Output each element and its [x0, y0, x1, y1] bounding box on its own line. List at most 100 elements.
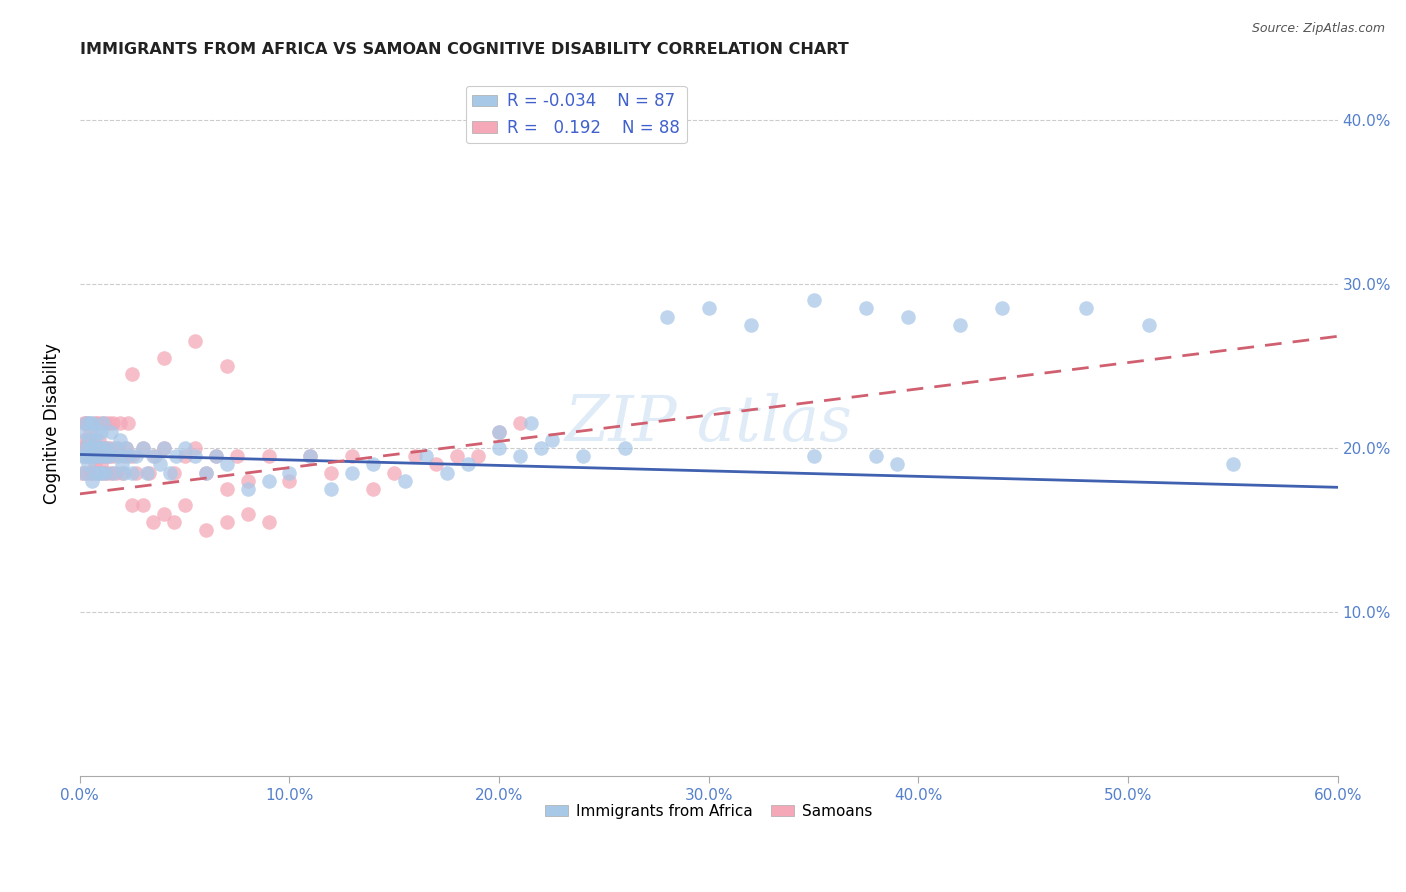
- Point: [98, 449, 121, 463]
- Point: [100, 466, 122, 480]
- Point: [236, 474, 259, 488]
- Point: [107, 441, 129, 455]
- Point: [77, 458, 100, 472]
- Point: [173, 499, 195, 513]
- Point: [87, 441, 110, 455]
- Point: [897, 310, 920, 324]
- Point: [91, 441, 114, 455]
- Point: [415, 449, 437, 463]
- Point: [103, 466, 125, 480]
- Point: [519, 417, 541, 431]
- Point: [90, 417, 112, 431]
- Point: [342, 449, 364, 463]
- Point: [1222, 458, 1244, 472]
- Point: [87, 466, 110, 480]
- Point: [103, 449, 125, 463]
- Point: [79, 441, 101, 455]
- Point: [194, 466, 217, 480]
- Point: [163, 466, 186, 480]
- Point: [100, 425, 122, 439]
- Point: [70, 441, 93, 455]
- Point: [173, 449, 195, 463]
- Point: [82, 449, 104, 463]
- Point: [79, 466, 101, 480]
- Point: [70, 466, 93, 480]
- Point: [90, 466, 112, 480]
- Point: [86, 441, 108, 455]
- Point: [94, 466, 117, 480]
- Y-axis label: Cognitive Disability: Cognitive Disability: [44, 343, 60, 504]
- Point: [115, 441, 138, 455]
- Point: [104, 441, 127, 455]
- Point: [75, 417, 97, 431]
- Point: [100, 441, 122, 455]
- Point: [83, 433, 105, 447]
- Point: [803, 449, 825, 463]
- Point: [488, 425, 510, 439]
- Point: [86, 417, 108, 431]
- Point: [404, 449, 426, 463]
- Point: [96, 441, 118, 455]
- Point: [697, 301, 720, 316]
- Point: [865, 449, 887, 463]
- Point: [136, 466, 159, 480]
- Point: [184, 441, 207, 455]
- Point: [112, 449, 135, 463]
- Point: [73, 433, 96, 447]
- Point: [226, 449, 249, 463]
- Point: [363, 458, 385, 472]
- Point: [82, 474, 104, 488]
- Point: [142, 449, 165, 463]
- Point: [740, 318, 762, 332]
- Point: [90, 441, 112, 455]
- Point: [87, 433, 110, 447]
- Point: [112, 466, 135, 480]
- Point: [159, 466, 181, 480]
- Point: [132, 499, 155, 513]
- Point: [77, 433, 100, 447]
- Point: [75, 466, 97, 480]
- Point: [342, 466, 364, 480]
- Point: [94, 449, 117, 463]
- Point: [98, 449, 121, 463]
- Point: [107, 449, 129, 463]
- Point: [394, 474, 416, 488]
- Point: [104, 466, 127, 480]
- Point: [83, 466, 105, 480]
- Point: [1074, 301, 1097, 316]
- Point: [121, 466, 143, 480]
- Point: [236, 507, 259, 521]
- Point: [278, 466, 301, 480]
- Point: [94, 417, 117, 431]
- Point: [194, 466, 217, 480]
- Text: IMMIGRANTS FROM AFRICA VS SAMOAN COGNITIVE DISABILITY CORRELATION CHART: IMMIGRANTS FROM AFRICA VS SAMOAN COGNITI…: [80, 42, 849, 57]
- Point: [163, 515, 186, 529]
- Point: [173, 441, 195, 455]
- Point: [886, 458, 908, 472]
- Point: [91, 441, 114, 455]
- Point: [83, 458, 105, 472]
- Point: [90, 449, 112, 463]
- Point: [83, 417, 105, 431]
- Point: [321, 482, 343, 496]
- Point: [949, 318, 972, 332]
- Point: [257, 449, 280, 463]
- Point: [86, 425, 108, 439]
- Point: [82, 417, 104, 431]
- Point: [90, 425, 112, 439]
- Point: [446, 449, 468, 463]
- Point: [613, 441, 636, 455]
- Point: [215, 515, 238, 529]
- Point: [138, 466, 160, 480]
- Point: [79, 425, 101, 439]
- Point: [148, 458, 170, 472]
- Point: [299, 449, 322, 463]
- Point: [278, 474, 301, 488]
- Point: [121, 367, 143, 381]
- Point: [803, 293, 825, 308]
- Point: [79, 449, 101, 463]
- Point: [86, 449, 108, 463]
- Point: [655, 310, 678, 324]
- Point: [83, 441, 105, 455]
- Point: [75, 417, 97, 431]
